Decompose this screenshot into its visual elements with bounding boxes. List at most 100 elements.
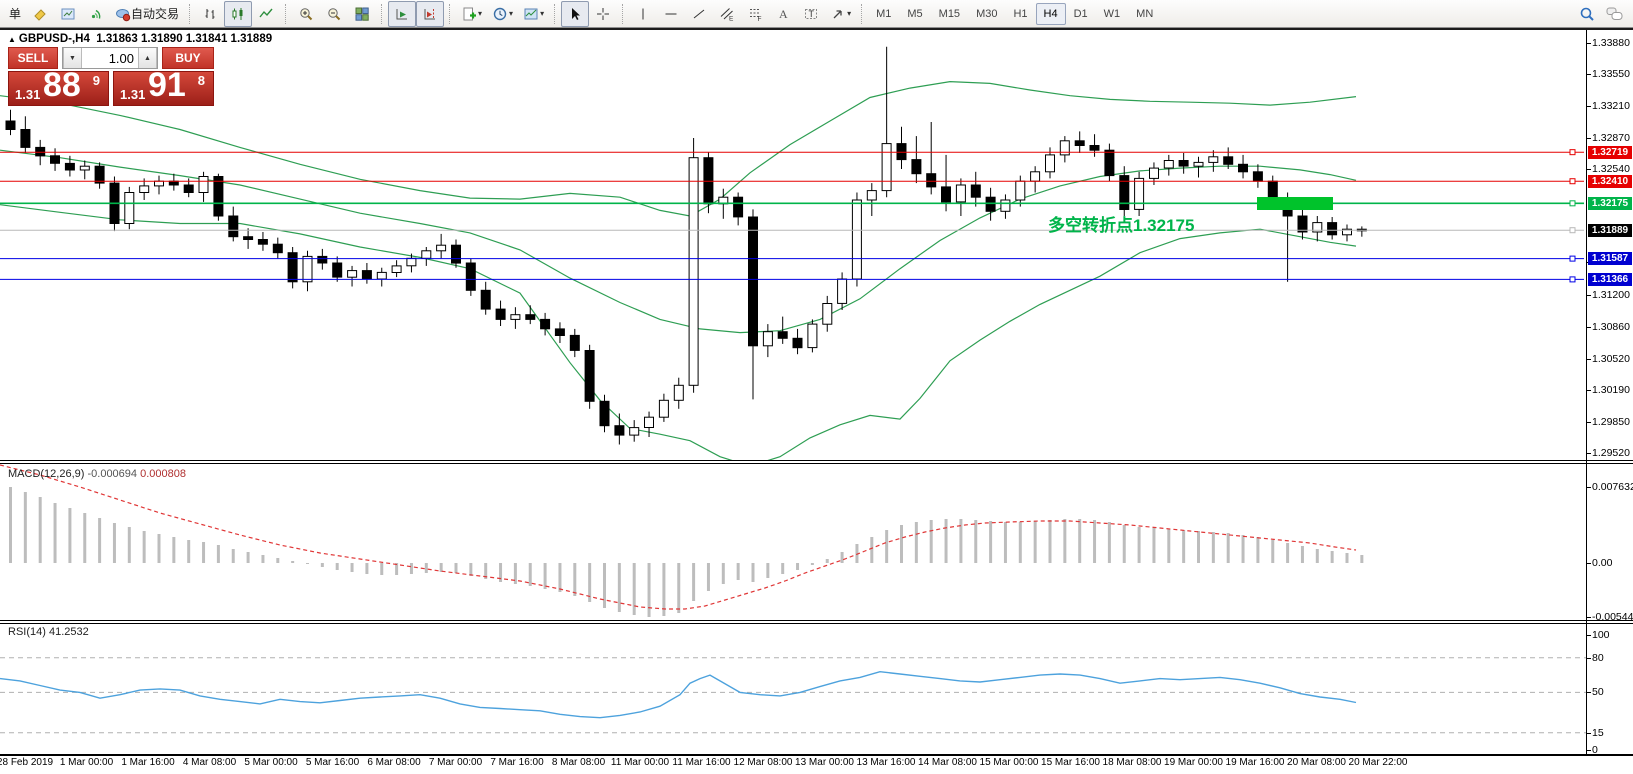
timeframe-button-MN[interactable]: MN	[1136, 7, 1154, 20]
chart-shift-button[interactable]	[416, 0, 445, 27]
timeframe-button-W1[interactable]: W1	[1103, 7, 1121, 20]
axis-tick-mark	[1587, 326, 1591, 328]
bar-chart-button[interactable]	[196, 1, 224, 27]
hline-handle[interactable]	[1569, 149, 1576, 156]
fibonacci-button[interactable]: F	[741, 1, 769, 27]
tile-windows-button[interactable]	[348, 1, 376, 27]
toolbar-separator	[285, 3, 287, 24]
signals-button[interactable]	[82, 1, 110, 27]
line-chart-button[interactable]	[252, 1, 280, 27]
macd-signal-line[interactable]	[0, 464, 1357, 610]
buy-button[interactable]: BUY	[162, 47, 214, 69]
arrows-button[interactable]: ▾	[825, 1, 856, 27]
symbol-collapse-icon[interactable]: ▲	[8, 35, 16, 44]
macd-name: MACD(12,26,9)	[8, 468, 85, 480]
equidistant-channel-button[interactable]: E	[713, 1, 741, 27]
text-label-icon: T	[805, 8, 818, 19]
bollinger-middle-band[interactable]	[0, 149, 1357, 334]
timeframe-button-M15[interactable]: M15	[938, 7, 961, 20]
arrow-tool-icon	[833, 9, 842, 18]
cursor-button[interactable]	[561, 0, 590, 27]
time-label: 8 Mar 08:00	[551, 757, 606, 768]
hline-handle[interactable]	[1569, 178, 1576, 185]
dropdown-caret-icon: ▾	[847, 9, 852, 18]
time-axis[interactable]: 28 Feb 2019 1 Mar 00:00 1 Mar 16:00 4 Mar 0…	[0, 757, 1633, 772]
volume-decrease-button[interactable]: ▼	[63, 48, 82, 68]
bollinger-lower-band[interactable]	[0, 204, 1357, 460]
timeframe-button-M1[interactable]: M1	[876, 7, 892, 20]
chat-button[interactable]	[1601, 1, 1629, 27]
svg-text:F: F	[758, 16, 762, 22]
dropdown-caret-icon: ▾	[509, 9, 514, 18]
hline-handle[interactable]	[1569, 276, 1576, 283]
periods-button[interactable]: ▾	[487, 1, 518, 27]
macd-pane-canvas[interactable]	[0, 464, 1586, 620]
signal-icon	[91, 9, 101, 19]
volume-increase-button[interactable]: ▲	[138, 48, 157, 68]
volume-input[interactable]: 1.00	[108, 50, 134, 66]
rsi-line[interactable]	[0, 670, 1357, 719]
new-chart-button[interactable]	[54, 1, 82, 27]
text-button[interactable]: A	[769, 1, 797, 27]
bollinger-upper-band[interactable]	[0, 80, 1357, 217]
hline-handle[interactable]	[1569, 200, 1576, 207]
candlestick-chart-button[interactable]	[224, 0, 253, 27]
svg-text:A: A	[779, 7, 788, 21]
pane-divider[interactable]	[0, 460, 1633, 464]
macd-tick: 0.007632	[1592, 480, 1633, 493]
chat-icon	[1606, 7, 1623, 20]
timeframe-button-M30[interactable]: M30	[976, 7, 998, 20]
crosshair-button[interactable]	[589, 1, 617, 27]
axis-tick-mark	[1587, 74, 1591, 76]
indicators-button[interactable]: ▾	[456, 1, 487, 27]
horizontal-line-button[interactable]	[657, 1, 685, 27]
rsi-value: 41.2532	[48, 626, 89, 638]
axis-tick-mark	[1587, 563, 1591, 564]
timeframe-button-D1[interactable]: D1	[1073, 7, 1088, 20]
axis-tick-mark	[1587, 295, 1591, 296]
time-label: 11 Mar 16:00	[672, 757, 731, 768]
sell-price-display[interactable]: 1.31 88 9	[8, 66, 109, 106]
axis-tick-mark	[1587, 421, 1591, 423]
timeframe-button-H1[interactable]: H1	[1013, 7, 1028, 20]
chart-bottom-border	[0, 754, 1633, 756]
trendline-button[interactable]	[685, 1, 713, 27]
templates-button[interactable]: ▾	[518, 1, 549, 27]
rsi-pane-canvas[interactable]	[0, 624, 1586, 754]
buy-price-pip: 8	[197, 73, 205, 88]
chart-annotation-text[interactable]: 多空转折点1.32175	[1048, 216, 1195, 235]
auto-scroll-button[interactable]	[388, 0, 417, 27]
autotrading-label: 自动交易	[131, 7, 180, 21]
price-badge-1.31366: 1.31366	[1588, 272, 1632, 286]
rsi-name: RSI(14)	[8, 626, 46, 638]
hline-handle[interactable]	[1569, 227, 1576, 234]
toolbar-separator	[189, 3, 191, 24]
sell-button[interactable]: SELL	[8, 47, 58, 69]
auto-scroll-icon	[396, 8, 408, 19]
highlight-rectangle[interactable]	[1257, 197, 1333, 210]
time-label: 28 Feb 2019	[0, 757, 54, 768]
timeframe-button-M5[interactable]: M5	[907, 7, 923, 20]
main-chart-canvas[interactable]	[0, 30, 1586, 460]
time-label: 20 Mar 22:00	[1348, 757, 1408, 768]
time-label: 13 Mar 00:00	[795, 757, 854, 768]
horizontal-line-icon	[665, 13, 677, 14]
search-button[interactable]	[1573, 1, 1601, 27]
time-label: 18 Mar 08:00	[1102, 757, 1162, 768]
time-label: 5 Mar 16:00	[305, 757, 360, 768]
new-order-button[interactable]: 单	[4, 1, 26, 27]
zoom-out-button[interactable]	[320, 1, 348, 27]
autotrading-button[interactable]: 自动交易	[110, 1, 184, 27]
buy-price-display[interactable]: 1.31 91 8	[113, 66, 214, 106]
pane-divider[interactable]	[0, 620, 1633, 624]
text-label-button[interactable]: T	[797, 1, 825, 27]
chart-window-icon	[61, 8, 75, 19]
price-axis[interactable]: 1.33880 1.33550 1.33210 1.32870 1.32540 1.315…	[1587, 30, 1633, 756]
zoom-in-button[interactable]	[292, 1, 320, 27]
hline-handle[interactable]	[1569, 255, 1576, 262]
axis-tick-mark	[1587, 106, 1591, 107]
vertical-line-button[interactable]	[629, 1, 657, 27]
axis-tick-mark	[1587, 657, 1591, 659]
eraser-button[interactable]	[26, 1, 54, 27]
timeframe-button-H4[interactable]: H4	[1035, 2, 1066, 25]
